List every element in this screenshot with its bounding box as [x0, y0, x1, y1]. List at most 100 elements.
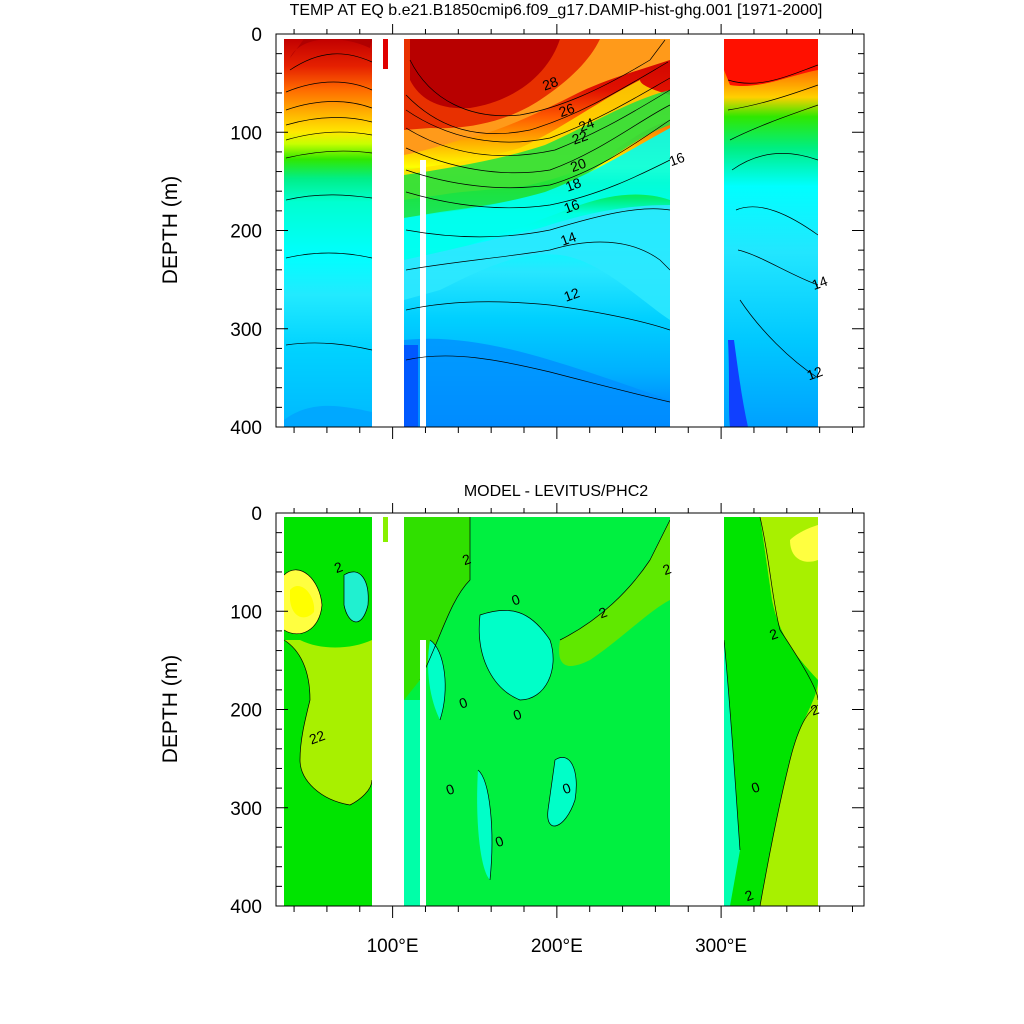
temp-land-gap	[420, 160, 426, 427]
diff-hot-west-core	[290, 585, 315, 618]
temp-contour	[285, 252, 373, 259]
diff-contour	[759, 704, 819, 906]
y-tick-label: 400	[230, 897, 262, 918]
diff-gap-top	[276, 513, 864, 517]
contour-label: 12	[562, 284, 582, 304]
contour-label: 22	[570, 127, 590, 147]
temp-gap-1	[372, 34, 383, 427]
contour-label: 28	[540, 73, 560, 93]
temp-contour	[405, 159, 671, 209]
y-tick-label: 100	[230, 123, 262, 144]
temp-contour	[735, 206, 819, 236]
temp-contour	[285, 131, 373, 141]
diff-contour	[723, 639, 741, 851]
y-tick-label: 100	[230, 602, 262, 623]
diff-contours	[283, 516, 819, 906]
diff-contour	[429, 639, 446, 721]
contour-label: 26	[557, 100, 577, 120]
temp-deep-patch	[404, 345, 418, 427]
diff-contour	[477, 769, 493, 881]
diff-region-island	[383, 517, 388, 542]
x-tick-label: 100°E	[367, 936, 419, 957]
temp-gap-top	[276, 34, 864, 39]
diff-cool-main-west	[428, 640, 446, 720]
contour-label: 12	[805, 363, 825, 383]
temp-gap-2	[389, 34, 404, 427]
contour-label: 14	[810, 273, 830, 293]
diff-land-gap	[420, 640, 426, 906]
temp-warmcore-east	[724, 39, 818, 87]
temp-y-tick-labels: 0 100 200 300 400	[230, 25, 262, 439]
temp-contour	[405, 119, 671, 189]
panel-title-top: TEMP AT EQ b.e21.B1850cmip6.f09_g17.DAMI…	[290, 2, 823, 19]
diff-x-tick-labels: 100°E 200°E 300°E	[367, 936, 747, 957]
temp-contour	[405, 104, 671, 174]
diff-cool-east	[724, 640, 740, 906]
temp-region-east	[724, 39, 818, 427]
y-tick-label: 0	[251, 504, 262, 525]
diff-gap-1	[372, 513, 383, 906]
temp-contour	[289, 53, 373, 71]
temp-panel: TEMP AT EQ b.e21.B1850cmip6.f09_g17.DAMI…	[159, 2, 865, 439]
diff-cool-main-deep2	[477, 770, 492, 880]
temp-contour	[737, 249, 819, 286]
x-tick-label: 300°E	[695, 936, 747, 957]
temp-deep-main	[404, 338, 670, 427]
contour-label: 24	[576, 114, 596, 134]
diff-band-east-positive	[760, 517, 818, 906]
temp-contour	[405, 61, 669, 135]
temp-y-axis-label: DEPTH (m)	[159, 176, 182, 285]
temp-region-island	[383, 39, 388, 69]
contour-label: 22	[307, 727, 327, 747]
temp-band-cyan	[404, 128, 670, 260]
diff-cool-west	[344, 571, 369, 622]
diff-contour	[419, 517, 471, 681]
temp-contour	[731, 153, 819, 171]
contour-label: 20	[568, 155, 588, 175]
y-tick-label: 300	[230, 799, 262, 820]
contour-label: 16	[562, 196, 582, 216]
x-tick-label: 200°E	[531, 936, 583, 957]
temp-contour	[409, 39, 666, 117]
temp-contour	[285, 117, 373, 126]
y-tick-label: 400	[230, 418, 262, 439]
contour-label: 16	[667, 149, 687, 169]
temp-contour	[405, 241, 671, 271]
temp-contour	[405, 89, 671, 157]
diff-band-main-east	[559, 520, 670, 666]
temp-field	[276, 34, 864, 427]
panel-title-bottom: MODEL - LEVITUS/PHC2	[464, 483, 648, 500]
temp-gap-3	[670, 34, 724, 427]
diff-hot-east	[790, 525, 818, 562]
temp-contour	[285, 194, 373, 201]
diff-contour	[559, 519, 671, 641]
temp-contour	[739, 299, 819, 379]
diff-y-axis-label: DEPTH (m)	[159, 655, 182, 764]
diff-band-west-positive	[284, 640, 372, 805]
temp-contour	[285, 150, 373, 159]
diff-contour	[478, 609, 554, 701]
contour-label: 14	[558, 228, 578, 248]
diff-contour	[547, 757, 577, 827]
temp-contour	[405, 208, 671, 238]
temp-deep-east	[728, 340, 748, 427]
diff-cool-strip	[404, 700, 420, 906]
temp-contour	[727, 64, 819, 84]
temp-band-green	[404, 90, 670, 218]
diff-field	[276, 513, 864, 906]
y-tick-label: 200	[230, 701, 262, 722]
temp-contour	[285, 342, 373, 351]
temp-band-lightblue	[404, 205, 670, 320]
diff-panel: MODEL - LEVITUS/PHC2	[159, 483, 865, 957]
temp-contour	[727, 84, 819, 111]
diff-cool-main	[479, 610, 554, 700]
contour-label: 18	[563, 174, 583, 194]
temp-region-west	[284, 39, 372, 427]
temp-warmcore-main	[410, 39, 560, 109]
temp-contour	[405, 355, 671, 403]
diff-contour	[759, 516, 819, 701]
diff-gap-2	[389, 513, 404, 906]
diff-cool-main-deep	[547, 757, 577, 827]
temp-contour	[405, 301, 671, 331]
diff-ticks	[276, 503, 864, 918]
